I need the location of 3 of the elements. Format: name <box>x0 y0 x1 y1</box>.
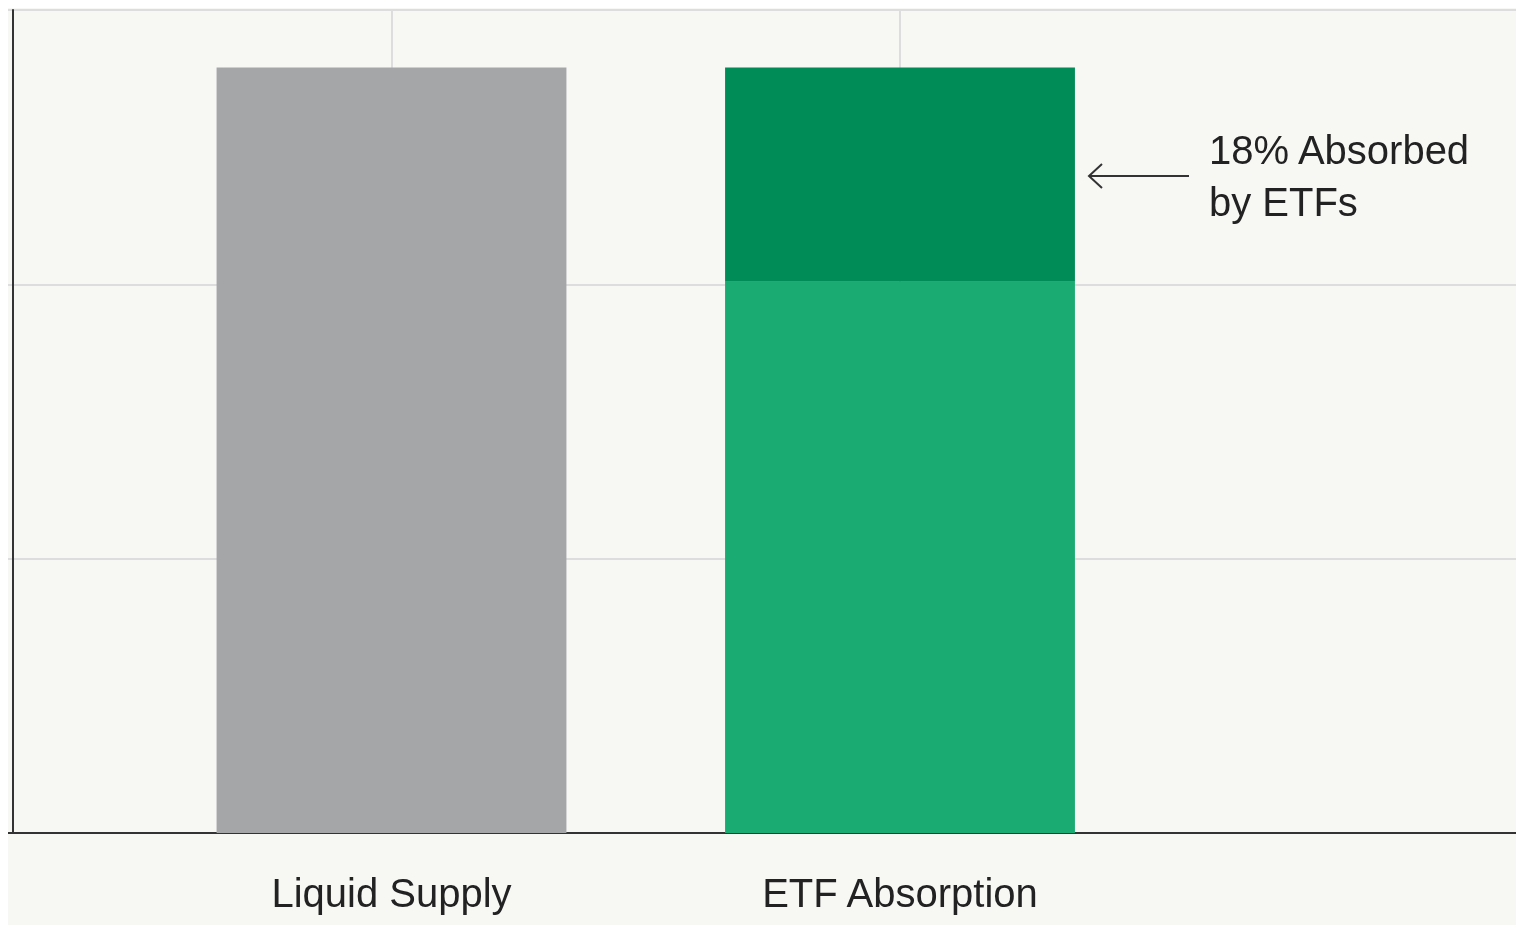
x-tick-label: Liquid Supply <box>271 871 512 915</box>
x-tick-label: ETF Absorption <box>762 871 1038 915</box>
text: 18% Absorbed by ETFs <box>1208 127 1471 226</box>
